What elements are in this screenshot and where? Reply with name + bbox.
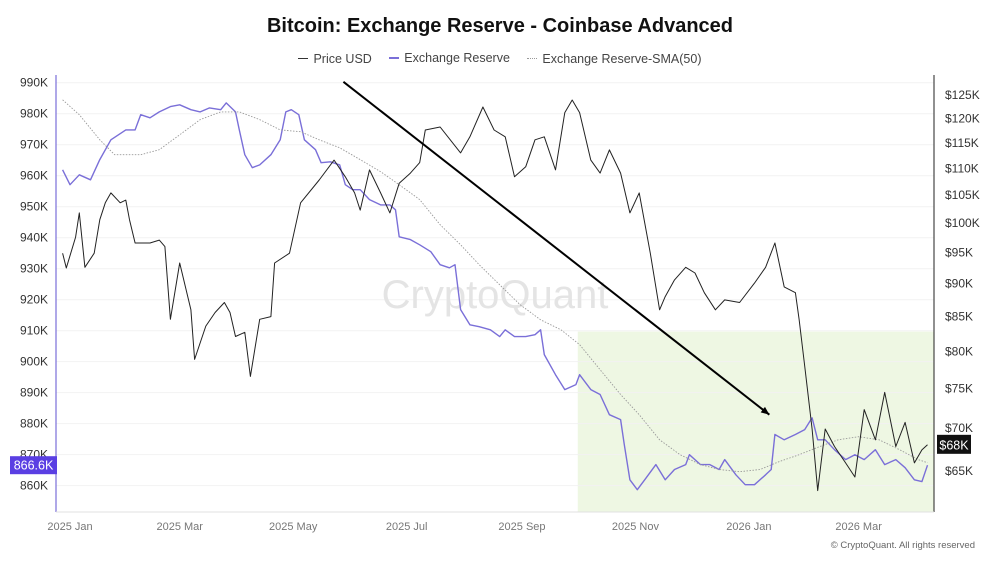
- y-right-tick-label: $95K: [945, 246, 973, 260]
- y-right-tick-label: $120K: [945, 111, 980, 125]
- y-left-tick-label: 950K: [20, 200, 48, 214]
- y-left-tick-label: 900K: [20, 355, 48, 369]
- current-price-label: $68K: [939, 438, 969, 452]
- y-left-tick-label: 910K: [20, 324, 48, 338]
- legend: Price USD Exchange Reserve Exchange Rese…: [0, 48, 1000, 66]
- legend-label: Price USD: [313, 51, 372, 66]
- current-price-badge: [937, 434, 971, 454]
- legend-swatch-price: [298, 58, 309, 59]
- chart-title: Bitcoin: Exchange Reserve - Coinbase Adv…: [266, 15, 734, 37]
- x-tick-label: 2025 May: [269, 521, 318, 533]
- series-line-exchange-reserve: [61, 102, 929, 491]
- y-left-tick-label: 860K: [20, 479, 48, 493]
- legend-swatch-sma: [527, 58, 538, 59]
- y-right-tick-label: $100K: [945, 216, 980, 230]
- trend-arrow-line: [342, 81, 770, 416]
- x-tick-label: 2025 Nov: [612, 521, 660, 533]
- y-right-tick-label: $75K: [945, 382, 973, 396]
- trend-arrow-head-icon: [760, 406, 770, 415]
- y-left-tick-label: 980K: [20, 107, 48, 121]
- legend-label: Exchange Reserve: [404, 51, 510, 65]
- legend-item-sma[interactable]: Exchange Reserve-SMA(50): [527, 51, 702, 66]
- x-tick-label: 2025 Jul: [386, 521, 428, 533]
- legend-swatch-reserve: [389, 57, 400, 59]
- y-right-tick-label: $90K: [945, 277, 973, 291]
- y-right-tick-label: $80K: [945, 344, 973, 358]
- current-reserve-label: 866.6K: [14, 459, 54, 473]
- y-left-tick-label: 920K: [20, 293, 48, 307]
- series-line-exchange-reserve-sma-50: [62, 99, 928, 473]
- x-tick-label: 2025 Mar: [156, 521, 203, 533]
- y-left-tick-label: 940K: [20, 231, 48, 245]
- y-left-tick-label: 990K: [20, 76, 48, 90]
- copyright-footer: © CryptoQuant. All rights reserved: [830, 540, 975, 551]
- x-tick-label: 2026 Jan: [726, 521, 771, 533]
- y-left-tick-label: 970K: [20, 138, 48, 152]
- y-right-tick-label: $65K: [945, 464, 973, 478]
- y-right-tick-label: $110K: [945, 161, 979, 175]
- highlight-region: [577, 331, 934, 512]
- x-tick-label: 2026 Mar: [835, 521, 882, 533]
- y-left-tick-label: 880K: [20, 417, 48, 431]
- legend-item-reserve[interactable]: Exchange Reserve: [389, 51, 510, 65]
- y-right-tick-label: $115K: [945, 136, 979, 150]
- x-tick-label: 2025 Sep: [498, 521, 545, 533]
- current-reserve-badge: [10, 456, 57, 475]
- y-right-tick-label: $85K: [945, 310, 973, 324]
- y-left-tick-label: 930K: [20, 262, 48, 276]
- legend-item-price[interactable]: Price USD: [298, 51, 372, 66]
- y-left-tick-label: 890K: [20, 386, 48, 400]
- x-tick-label: 2025 Jan: [47, 521, 92, 533]
- series-line-price-usd: [62, 99, 928, 492]
- y-right-tick-label: $70K: [945, 421, 973, 435]
- y-right-tick-label: $105K: [945, 188, 980, 202]
- y-left-tick-label: 960K: [20, 169, 48, 183]
- legend-label: Exchange Reserve-SMA(50): [542, 51, 702, 66]
- y-right-tick-label: $125K: [945, 88, 980, 102]
